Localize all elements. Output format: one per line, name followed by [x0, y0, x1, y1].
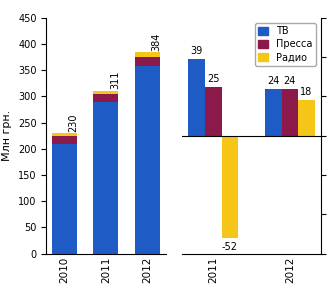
Bar — [135, 66, 160, 254]
Text: -52: -52 — [222, 242, 238, 252]
Text: 384: 384 — [152, 32, 162, 51]
Bar — [221, 136, 238, 238]
Text: 24: 24 — [267, 76, 279, 86]
Bar — [135, 57, 160, 66]
Bar — [188, 59, 205, 136]
Bar — [52, 136, 77, 144]
Y-axis label: Млн грн.: Млн грн. — [2, 110, 13, 161]
Text: 18: 18 — [300, 87, 312, 97]
Bar — [298, 100, 315, 136]
Bar — [52, 144, 77, 254]
Text: 230: 230 — [69, 113, 78, 132]
Bar — [135, 52, 160, 57]
Bar — [265, 88, 282, 136]
Text: 311: 311 — [110, 71, 120, 89]
Bar — [205, 86, 221, 136]
Text: 24: 24 — [284, 76, 296, 86]
Legend: ТВ, Пресса, Радио: ТВ, Пресса, Радио — [255, 22, 316, 66]
Bar — [52, 133, 77, 136]
Text: 25: 25 — [207, 73, 219, 83]
Text: 39: 39 — [191, 46, 203, 56]
Bar — [282, 88, 298, 136]
Bar — [93, 94, 118, 101]
Bar — [93, 91, 118, 94]
Bar — [93, 101, 118, 254]
